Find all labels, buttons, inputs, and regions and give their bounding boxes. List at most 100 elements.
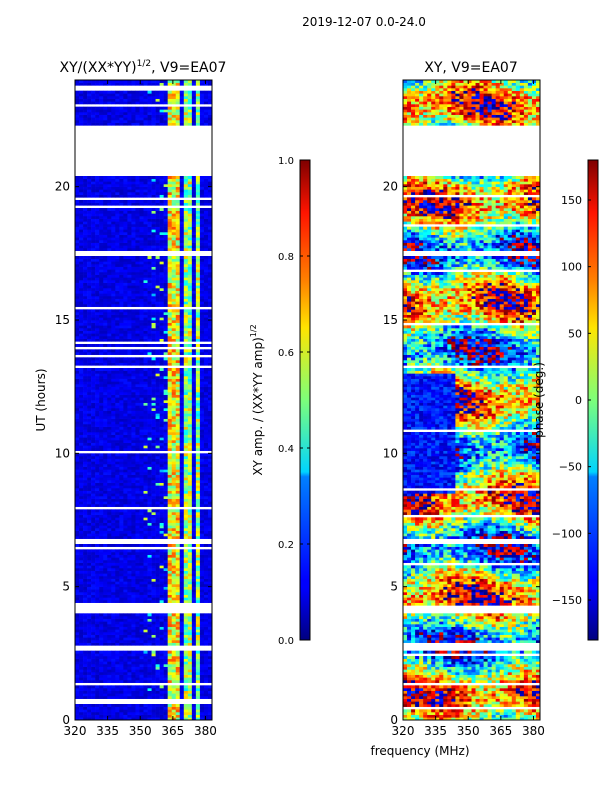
heatmap-cell: [119, 466, 124, 470]
heatmap-cell: [159, 592, 164, 595]
heatmap-cell: [195, 525, 201, 529]
heatmap-cell: [155, 706, 160, 710]
heatmap-cell: [107, 448, 112, 451]
heatmap-cell: [135, 658, 140, 662]
heatmap-cell: [163, 424, 168, 427]
heatmap-cell: [167, 584, 173, 587]
heatmap-cell: [115, 472, 120, 475]
heatmap-cell: [203, 448, 209, 451]
heatmap-cell: [99, 680, 104, 683]
heatmap-cell: [95, 429, 100, 433]
heatmap-cell: [99, 474, 104, 478]
heatmap-cell: [111, 442, 116, 446]
heatmap-cell: [195, 413, 201, 417]
heatmap-cell: [83, 453, 88, 457]
heatmap-cell: [119, 394, 124, 398]
heatmap-cell: [151, 514, 156, 518]
heatmap-cell: [191, 301, 197, 305]
heatmap-cell: [79, 496, 84, 499]
heatmap-cell: [131, 512, 136, 515]
heatmap-cell: [147, 685, 152, 689]
heatmap-cell: [143, 597, 148, 601]
heatmap-cell: [199, 376, 205, 379]
heatmap-cell: [183, 426, 189, 430]
heatmap-cell: [139, 480, 144, 483]
heatmap-cell: [139, 485, 144, 489]
heatmap-cell: [119, 517, 124, 521]
heatmap-cell: [139, 426, 144, 430]
heatmap-cell: [155, 333, 160, 337]
heatmap-cell: [207, 448, 212, 451]
heatmap-cell: [107, 410, 112, 414]
heatmap-cell: [183, 584, 189, 587]
heatmap-cell: [187, 325, 193, 329]
heatmap-cell: [91, 685, 96, 689]
heatmap-cell: [75, 528, 80, 531]
heatmap-cell: [163, 458, 168, 462]
heatmap-cell: [123, 440, 128, 443]
heatmap-cell: [95, 466, 100, 470]
heatmap-cell: [147, 298, 152, 302]
heatmap-cell: [127, 512, 132, 515]
heatmap-cell: [167, 333, 173, 337]
heatmap-cell: [79, 485, 84, 489]
heatmap-cell: [127, 496, 132, 499]
heatmap-cell: [127, 466, 132, 470]
heatmap-cell: [83, 442, 88, 446]
heatmap-cell: [131, 693, 136, 697]
heatmap-cell: [203, 296, 209, 299]
heatmap-cell: [175, 426, 181, 430]
heatmap-cell: [203, 352, 209, 355]
heatmap-cell: [143, 290, 148, 294]
heatmap-cell: [91, 552, 96, 555]
heatmap-cell: [119, 304, 124, 307]
heatmap-cell: [199, 677, 205, 681]
heatmap-cell: [163, 616, 168, 619]
heatmap-cell: [195, 552, 201, 555]
heatmap-cell: [123, 389, 128, 393]
heatmap-cell: [75, 421, 80, 425]
heatmap-cell: [207, 416, 212, 419]
heatmap-cell: [163, 714, 168, 718]
heatmap-cell: [87, 370, 92, 374]
heatmap-cell: [75, 661, 80, 665]
heatmap-cell: [163, 296, 168, 299]
heatmap-cell: [107, 426, 112, 430]
heatmap-cell: [111, 381, 116, 385]
heatmap-cell: [95, 616, 100, 619]
heatmap-cell: [83, 677, 88, 681]
heatmap-cell: [75, 386, 80, 390]
heatmap-cell: [171, 296, 177, 299]
heatmap-cell: [131, 402, 136, 406]
heatmap-cell: [87, 578, 92, 582]
heatmap-cell: [87, 440, 92, 443]
heatmap-cell: [179, 314, 185, 318]
heatmap-cell: [99, 570, 104, 574]
heatmap-cell: [95, 621, 100, 625]
heatmap-cell: [179, 512, 185, 515]
heatmap-cell: [139, 416, 144, 419]
heatmap-cell: [103, 338, 108, 342]
heatmap-cell: [155, 642, 160, 646]
heatmap-cell: [187, 624, 193, 627]
heatmap-cell: [207, 488, 212, 491]
heatmap-cell: [203, 704, 209, 707]
heatmap-cell: [207, 565, 212, 569]
heatmap-cell: [103, 640, 108, 643]
heatmap-cell: [175, 509, 181, 513]
heatmap-cell: [199, 386, 205, 390]
heatmap-cell: [83, 437, 88, 441]
heatmap-cell: [95, 373, 100, 377]
heatmap-cell: [139, 618, 144, 622]
heatmap-cell: [75, 378, 80, 382]
heatmap-cell: [159, 376, 164, 379]
heatmap-cell: [171, 533, 177, 537]
heatmap-cell: [123, 629, 128, 633]
heatmap-cell: [147, 429, 152, 433]
heatmap-cell: [195, 432, 201, 435]
heatmap-cell: [207, 522, 212, 526]
heatmap-cell: [83, 328, 88, 331]
heatmap-cell: [91, 632, 96, 635]
heatmap-cell: [127, 432, 132, 435]
heatmap-cell: [111, 485, 116, 489]
